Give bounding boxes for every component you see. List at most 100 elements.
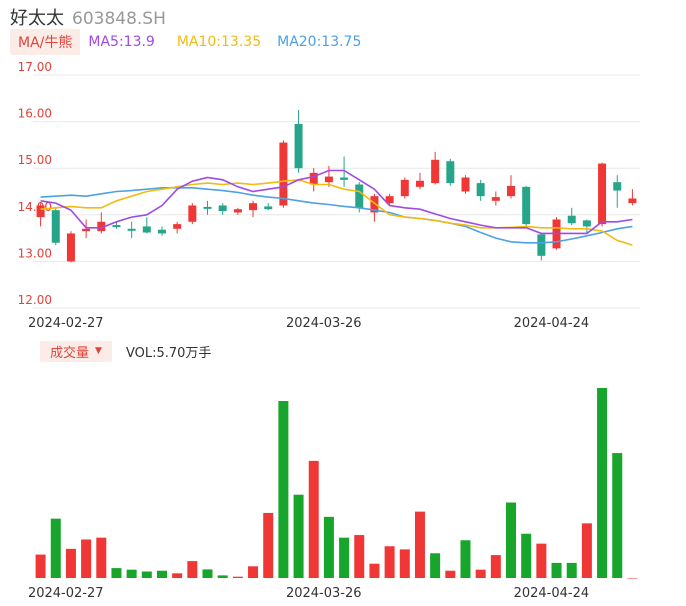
candle-body — [582, 220, 591, 227]
x-tick-label: 2024-02-27 — [28, 316, 104, 331]
candle-body — [598, 163, 607, 225]
candle-body — [173, 224, 182, 229]
volume-bar — [308, 460, 319, 578]
x-tick-label: 2024-03-26 — [286, 316, 362, 331]
volume-bar — [81, 539, 92, 578]
volume-indicator-label: 成交量 — [50, 345, 90, 361]
candle-body — [279, 142, 288, 206]
caret-down-icon: ▼ — [95, 346, 102, 356]
volume-bar — [460, 540, 471, 578]
candle-body — [97, 221, 106, 232]
volume-bar — [187, 561, 198, 578]
volume-bar — [566, 562, 577, 578]
ma-mode-button[interactable]: MA/牛熊 — [10, 29, 81, 55]
volume-bar — [445, 570, 456, 578]
volume-bar — [35, 554, 46, 578]
candle-body — [400, 179, 409, 197]
volume-bar — [278, 401, 289, 578]
volume-legend: 成交量 ▼ VOL:5.70万手 — [40, 340, 212, 362]
y-tick-label: 13.00 — [18, 246, 52, 260]
volume-bar — [521, 533, 532, 578]
ma5-line — [40, 169, 633, 235]
ma10-label: MA10:13.35 — [176, 34, 262, 50]
stock-name: 好太太 — [10, 8, 64, 29]
volume-bar — [263, 512, 274, 578]
volume-bar — [581, 523, 592, 578]
volume-value: VOL:5.70万手 — [125, 345, 212, 361]
candle-body — [188, 205, 197, 222]
volume-bar — [202, 569, 213, 578]
candle-body — [233, 209, 242, 213]
candle-body — [66, 233, 75, 262]
volume-bar — [430, 553, 441, 578]
volume-indicator-button[interactable]: 成交量 ▼ — [40, 340, 112, 362]
x-tick-label: 2024-04-24 — [514, 586, 590, 601]
volume-bar — [384, 546, 395, 578]
volume-bar — [248, 566, 259, 578]
candle-body — [567, 215, 576, 224]
x-tick-label: 2024-02-27 — [28, 586, 104, 601]
volume-bar — [414, 511, 425, 578]
volume-bar — [141, 571, 152, 578]
volume-bar — [551, 562, 562, 578]
candle-body — [385, 196, 394, 204]
candle-body — [82, 228, 91, 232]
y-tick-label: 16.00 — [18, 107, 52, 121]
candle-body — [628, 198, 637, 204]
volume-bar — [612, 453, 623, 578]
y-tick-label: 17.00 — [18, 60, 52, 74]
candle-body — [112, 225, 121, 228]
candle-body — [36, 205, 45, 218]
ma20-line — [40, 187, 633, 244]
candle-body — [613, 182, 622, 191]
candle-body — [522, 186, 531, 225]
volume-bar — [339, 537, 350, 578]
candle-body — [249, 203, 258, 211]
volume-bar — [399, 549, 410, 578]
ma10-line — [40, 178, 633, 246]
candle-body — [51, 210, 60, 243]
volume-bar — [506, 502, 517, 578]
candle-body — [203, 206, 212, 209]
volume-bar — [172, 573, 183, 578]
candle-body — [127, 228, 136, 231]
volume-bar — [111, 568, 122, 578]
candle-body — [476, 183, 485, 197]
ma20-label: MA20:13.75 — [277, 34, 362, 50]
volume-bar — [536, 543, 547, 578]
stock-header: 好太太 603848.SH — [10, 4, 166, 29]
y-tick-label: 15.00 — [18, 153, 52, 167]
candle-body — [264, 206, 273, 210]
volume-bar — [156, 570, 167, 578]
candle-body — [355, 184, 364, 208]
volume-bar — [293, 494, 304, 578]
x-tick-label: 2024-04-24 — [514, 316, 590, 331]
candle-body — [491, 197, 500, 201]
candle-body — [157, 229, 166, 234]
volume-bar — [126, 569, 137, 578]
candle-body — [537, 234, 546, 256]
volume-bar — [597, 388, 608, 578]
candle-body — [309, 172, 318, 185]
y-tick-label: 12.00 — [18, 293, 52, 307]
candle-body — [461, 177, 470, 192]
volume-bar — [627, 578, 638, 579]
candle-body — [294, 123, 303, 169]
candle-body — [446, 161, 455, 184]
candle-body — [142, 226, 151, 233]
stock-code: 603848.SH — [72, 9, 166, 29]
ma5-label: MA5:13.9 — [88, 34, 155, 50]
candle-body — [431, 159, 440, 184]
ma-legend: MA/牛熊 MA5:13.9 MA10:13.35 MA20:13.75 — [10, 29, 369, 55]
volume-bar — [50, 518, 61, 578]
candle-body — [415, 180, 424, 187]
candle-body — [324, 176, 333, 183]
volume-bar — [490, 555, 501, 578]
candle-body — [507, 185, 516, 197]
candle-body — [370, 196, 379, 213]
volume-bar — [65, 548, 76, 578]
volume-bar — [217, 575, 228, 578]
candle-body — [340, 177, 349, 180]
volume-bar — [323, 516, 334, 578]
